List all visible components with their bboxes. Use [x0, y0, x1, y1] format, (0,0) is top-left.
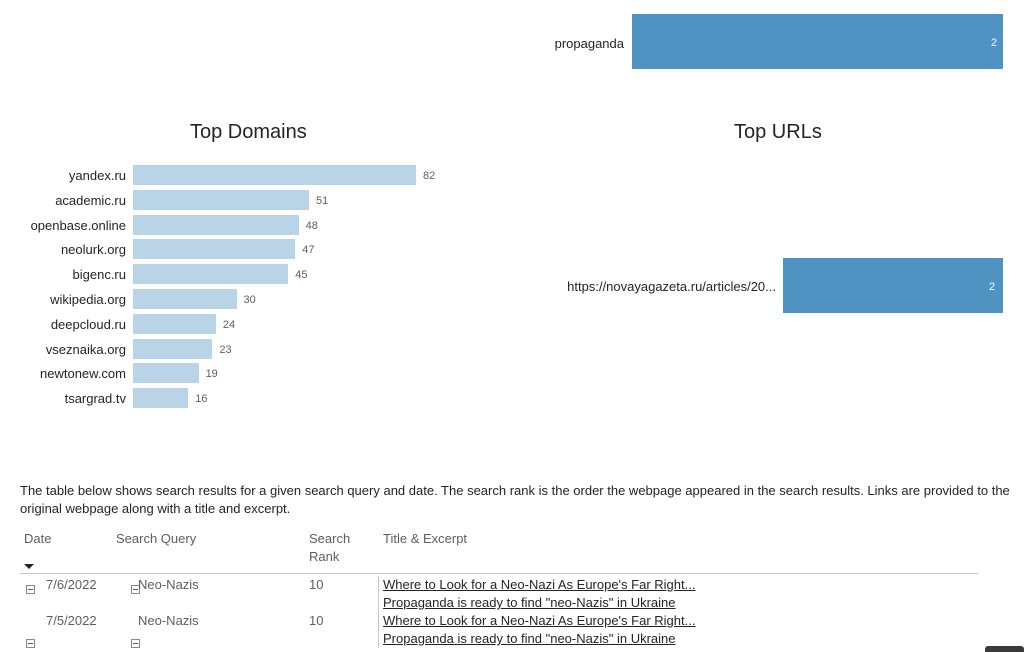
- scroll-handle[interactable]: [985, 646, 1024, 652]
- domain-value: 82: [423, 170, 436, 182]
- cell-rank: 10: [309, 613, 324, 628]
- domain-label: vseznaika.org: [45, 341, 126, 357]
- result-link[interactable]: Propaganda is ready to find "neo-Nazis" …: [383, 595, 676, 610]
- domain-bar[interactable]: [133, 214, 299, 235]
- header-divider: [20, 573, 978, 574]
- header-title[interactable]: Title & Excerpt: [383, 531, 468, 546]
- cell-rank: 10: [309, 577, 324, 592]
- result-link[interactable]: Where to Look for a Neo-Nazi As Europe's…: [383, 613, 696, 628]
- domain-label: wikipedia.org: [50, 292, 126, 307]
- domain-bar[interactable]: [133, 189, 309, 210]
- keyword-value: 2: [990, 37, 997, 49]
- domain-label: yandex.ru: [68, 168, 126, 183]
- domain-value: 51: [316, 194, 329, 207]
- domain-value: 30: [243, 294, 256, 306]
- keyword-bar[interactable]: [632, 14, 1003, 69]
- sort-desc-icon[interactable]: [24, 564, 34, 569]
- column-divider: [378, 576, 379, 648]
- result-link[interactable]: Propaganda is ready to find "neo-Nazis" …: [383, 631, 676, 646]
- collapse-icon[interactable]: [131, 585, 141, 594]
- cell-query: Neo-Nazis: [138, 577, 199, 592]
- top-urls-chart: https://novayagazeta.ru/articles/20... 2: [500, 250, 1024, 320]
- top-urls-title: Top URLs: [734, 121, 822, 143]
- domain-bar[interactable]: [133, 165, 416, 185]
- header-date-label: Date: [24, 531, 52, 546]
- domain-bar[interactable]: [133, 363, 199, 384]
- table-row: 7/5/2022 Neo-Nazis 10 Where to Look for …: [0, 18, 1024, 648]
- url-value: 2: [989, 281, 996, 293]
- cell-date: 7/6/2022: [46, 577, 97, 592]
- top-domains-title: Top Domains: [190, 121, 307, 143]
- top-domains-chart: yandex.ru 82 academic.ru 51 openbase.online 4…: [0, 160, 500, 420]
- domain-value: 19: [205, 368, 218, 381]
- domain-value: 24: [222, 318, 236, 331]
- table-description: The table below shows search results for…: [20, 483, 1010, 516]
- domain-bar[interactable]: [133, 289, 237, 309]
- domain-label: bigenc.ru: [72, 267, 126, 283]
- domain-label: academic.ru: [55, 192, 126, 208]
- domain-value: 48: [305, 219, 318, 232]
- domain-label: deepcloud.ru: [50, 316, 126, 332]
- result-link[interactable]: Where to Look for a Neo-Nazi As Europe's…: [383, 577, 696, 592]
- domain-bar[interactable]: [133, 264, 289, 285]
- cell-query: Neo-Nazis: [138, 613, 199, 628]
- domain-bar[interactable]: [133, 338, 213, 359]
- domain-bar[interactable]: [133, 313, 216, 334]
- header-date[interactable]: Date: [24, 530, 51, 548]
- domain-label: tsargrad.tv: [64, 391, 126, 407]
- header-query[interactable]: Search Query: [116, 531, 197, 546]
- domain-bar[interactable]: [133, 388, 189, 409]
- keyword-label: propaganda: [554, 36, 624, 51]
- collapse-icon[interactable]: [131, 639, 141, 648]
- collapse-icon[interactable]: [26, 639, 35, 648]
- header-rank[interactable]: Search Rank: [309, 531, 351, 564]
- domain-label: newtonew.com: [40, 366, 126, 382]
- cell-date: 7/5/2022: [46, 613, 97, 628]
- domain-label: openbase.online: [30, 217, 126, 233]
- domain-value: 23: [219, 343, 232, 356]
- collapse-icon[interactable]: [26, 585, 35, 594]
- domain-value: 16: [195, 393, 208, 406]
- domain-label: neolurk.org: [60, 242, 126, 258]
- domain-bar[interactable]: [133, 239, 296, 260]
- domain-value: 45: [295, 269, 308, 282]
- url-label: https://novayagazeta.ru/articles/20...: [567, 279, 776, 294]
- url-bar[interactable]: [783, 258, 1003, 313]
- domain-value: 47: [302, 244, 315, 257]
